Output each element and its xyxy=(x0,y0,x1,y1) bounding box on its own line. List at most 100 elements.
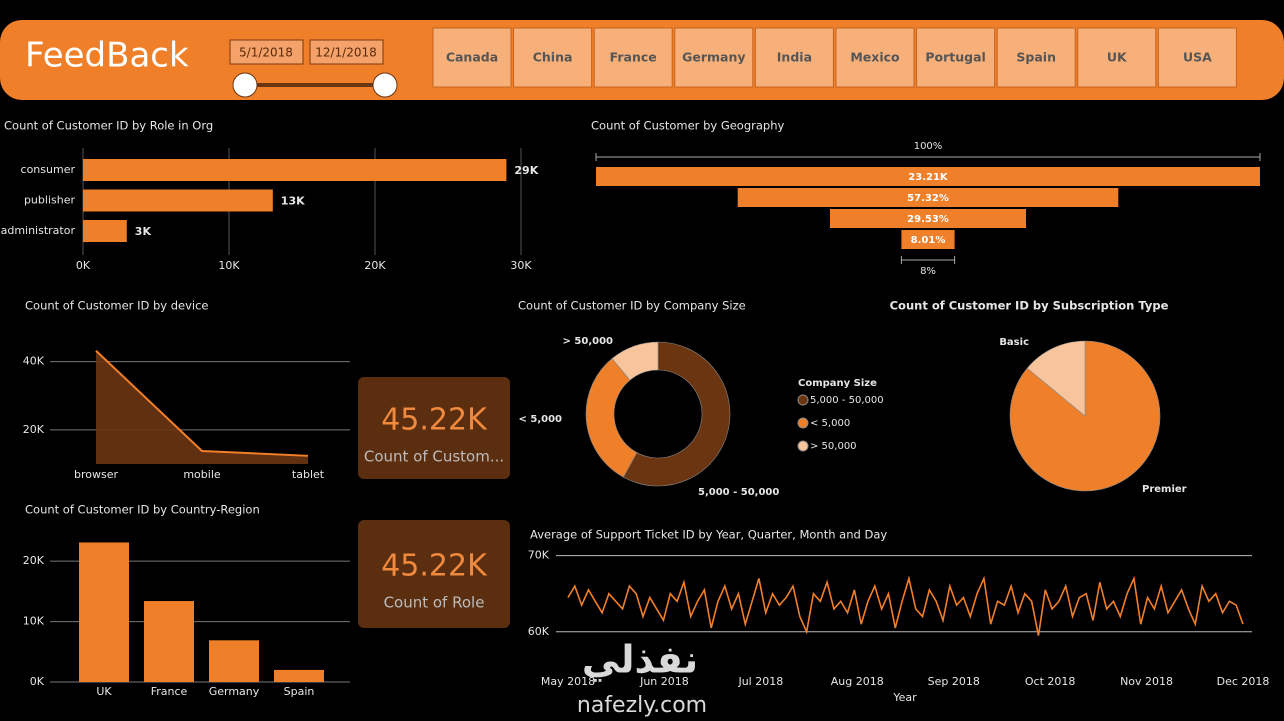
slice-label: Basic xyxy=(999,337,1029,348)
x-tick-label: Nov 2018 xyxy=(1120,675,1173,688)
chart-title: Count of Customer ID by Role in Org xyxy=(4,119,213,133)
category-label: consumer xyxy=(21,163,76,176)
legend-label: 5,000 - 50,000 xyxy=(810,395,884,406)
chart-title: Average of Support Ticket ID by Year, Qu… xyxy=(530,528,887,542)
area-line xyxy=(95,350,309,457)
bar xyxy=(144,601,194,682)
legend-swatch xyxy=(797,440,809,452)
country-label[interactable]: India xyxy=(777,50,812,65)
area-fill xyxy=(96,350,308,464)
legend-label: < 5,000 xyxy=(810,418,850,429)
slice-label: < 5,000 xyxy=(519,414,563,425)
x-axis-label: Year xyxy=(892,691,917,704)
country-label[interactable]: China xyxy=(533,50,573,65)
country-button[interactable] xyxy=(916,27,996,88)
legend-label: > 50,000 xyxy=(810,441,857,452)
country-button[interactable] xyxy=(996,27,1076,88)
donut-slice xyxy=(611,341,659,381)
x-tick-label: 0K xyxy=(76,259,91,272)
x-tick-label: mobile xyxy=(183,468,221,481)
chart-title: Count of Customer ID by device xyxy=(25,299,209,313)
slice-label: Premier xyxy=(1142,484,1187,495)
line-series xyxy=(567,575,1244,636)
slider-handle[interactable] xyxy=(372,72,398,98)
pie-slice xyxy=(1026,340,1086,417)
card-label: Count of Role xyxy=(384,594,485,612)
country-slicer: Canada China France Germany India Mexico Portu… xyxy=(432,27,1237,88)
bar xyxy=(83,159,507,181)
y-tick-label: 20K xyxy=(23,554,45,567)
x-tick-label: Spain xyxy=(284,685,315,698)
date-start-box[interactable] xyxy=(229,39,304,65)
country-button[interactable] xyxy=(1077,27,1157,88)
x-tick-label: Oct 2018 xyxy=(1025,675,1076,688)
country-label[interactable]: UK xyxy=(1107,50,1128,65)
funnel-bar xyxy=(737,188,1119,207)
bar xyxy=(79,542,129,682)
watermark: نفذلي xyxy=(582,638,698,682)
y-tick-label: 0K xyxy=(30,675,45,688)
country-button[interactable] xyxy=(674,27,754,88)
bar xyxy=(83,220,127,242)
bar xyxy=(209,640,259,682)
value-label: 29.53% xyxy=(907,214,949,225)
x-tick-label: Jun 2018 xyxy=(639,675,689,688)
bar xyxy=(83,189,273,212)
country-button[interactable] xyxy=(835,27,915,88)
category-label: administrator xyxy=(1,224,76,237)
x-tick-label: 20K xyxy=(364,259,386,272)
y-tick-label: 60K xyxy=(528,625,550,638)
y-tick-label: 40K xyxy=(23,355,45,368)
country-button[interactable] xyxy=(593,27,673,88)
card-label: Count of Custom... xyxy=(364,448,504,466)
funnel-bar xyxy=(901,230,955,249)
date-end[interactable]: 12/1/2018 xyxy=(315,46,377,60)
card-value: 45.22K xyxy=(381,403,488,438)
donut-slice xyxy=(622,341,731,487)
value-label: 29K xyxy=(514,164,538,177)
legend-swatch xyxy=(797,394,809,406)
watermark: nafezly.com xyxy=(577,693,707,718)
card-value: 45.22K xyxy=(381,549,488,584)
chart-title: Count of Customer ID by Subscription Typ… xyxy=(890,299,1169,313)
funnel-bottom-label: 8% xyxy=(920,266,936,277)
date-end-box[interactable] xyxy=(309,39,384,65)
value-label: 13K xyxy=(281,195,305,208)
country-button[interactable] xyxy=(1157,27,1237,88)
x-tick-label: browser xyxy=(74,468,118,481)
x-tick-label: Sep 2018 xyxy=(928,675,980,688)
country-button[interactable] xyxy=(754,27,834,88)
country-label[interactable]: USA xyxy=(1183,50,1212,65)
y-tick-label: 20K xyxy=(23,423,45,436)
x-tick-label: tablet xyxy=(292,468,325,481)
slice-label: > 50,000 xyxy=(563,336,613,347)
country-label[interactable]: Mexico xyxy=(850,50,900,65)
x-tick-label: May 2018 xyxy=(541,675,595,688)
category-label: publisher xyxy=(24,194,76,207)
x-tick-label: Dec 2018 xyxy=(1217,675,1270,688)
x-tick-label: 30K xyxy=(510,259,532,272)
funnel-bar xyxy=(596,167,1260,186)
country-label[interactable]: Germany xyxy=(682,50,745,65)
date-start[interactable]: 5/1/2018 xyxy=(239,46,293,60)
chart-title: Count of Customer by Geography xyxy=(591,119,785,133)
x-tick-label: UK xyxy=(96,685,112,698)
bar xyxy=(274,669,324,682)
slider-handle[interactable] xyxy=(232,72,258,98)
legend-title: Company Size xyxy=(798,378,877,389)
x-tick-label: France xyxy=(151,685,188,698)
x-tick-label: Germany xyxy=(209,685,260,698)
country-label[interactable]: Portugal xyxy=(925,50,985,65)
country-label[interactable]: France xyxy=(610,50,657,65)
country-button[interactable] xyxy=(432,27,512,88)
country-button[interactable] xyxy=(513,27,593,88)
funnel-top-label: 100% xyxy=(914,141,943,152)
country-label[interactable]: Canada xyxy=(446,50,498,65)
chart-title: Count of Customer ID by Company Size xyxy=(518,299,746,313)
legend-swatch xyxy=(797,417,809,429)
x-tick-label: Jul 2018 xyxy=(737,675,783,688)
y-tick-label: 10K xyxy=(23,615,45,628)
country-label[interactable]: Spain xyxy=(1016,50,1056,65)
value-label: 23.21K xyxy=(908,172,949,183)
